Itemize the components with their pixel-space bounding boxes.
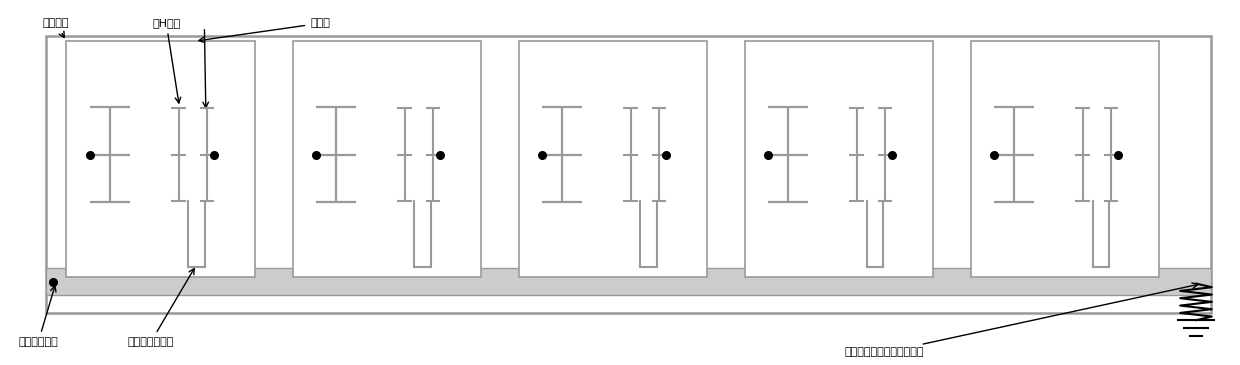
Bar (293, 41, 481, 277)
Text: 带状线馈电网络: 带状线馈电网络 (128, 269, 195, 347)
Text: 天线单元: 天线单元 (42, 18, 69, 38)
Text: 带状线耦合线端接匹配电阻: 带状线耦合线端接匹配电阻 (844, 283, 1198, 357)
Bar (67, 41, 255, 277)
Bar (46, 268, 1210, 295)
Text: 带状线耦合线: 带状线耦合线 (19, 286, 58, 347)
Text: 双H缝隙: 双H缝隙 (153, 18, 181, 103)
Bar (46, 36, 1210, 313)
Bar (971, 41, 1159, 277)
Text: 介质板: 介质板 (198, 18, 330, 43)
Bar (518, 41, 707, 277)
Bar (744, 41, 932, 277)
